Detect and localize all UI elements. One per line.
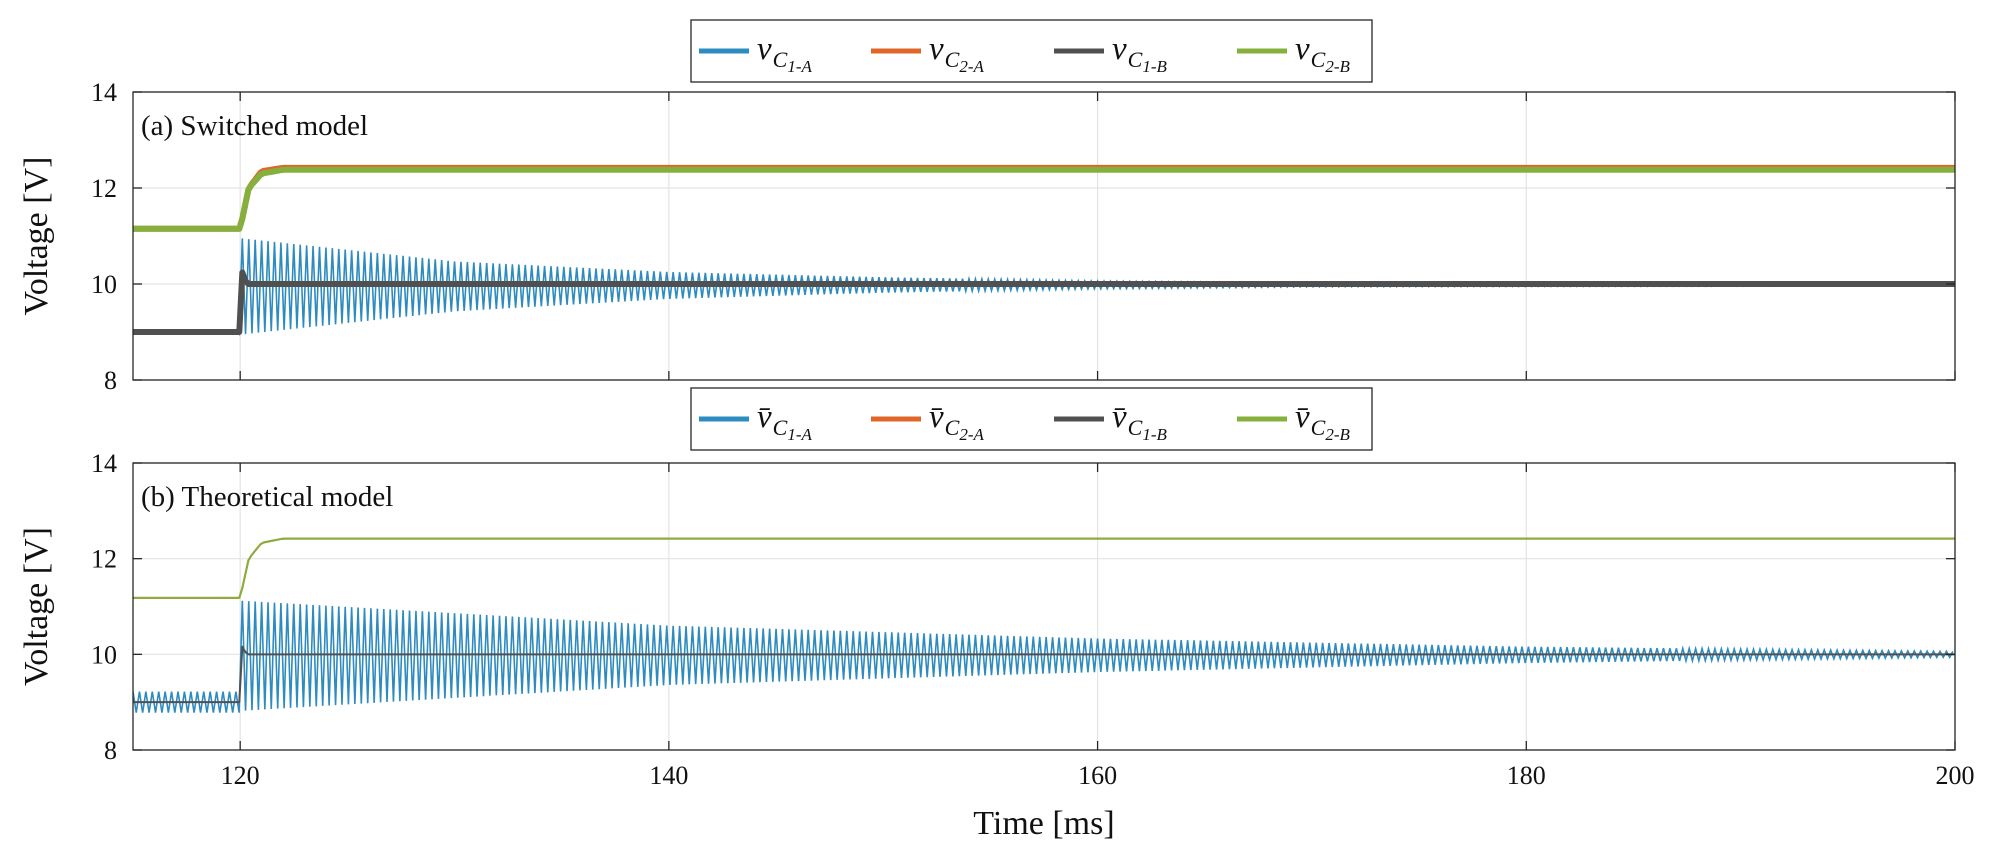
legend-label: v̄C2-A — [929, 399, 985, 444]
panel-bottom: 120 140 160 180 200 8 10 12 14 Voltage [V] (b) The… — [18, 387, 1975, 790]
y-tick-label: 14 — [91, 78, 117, 107]
series-line-v̄C2-A — [133, 537, 1955, 599]
x-tick-label: 120 — [221, 761, 260, 790]
y-tick-label: 10 — [91, 270, 117, 299]
axes-box — [132, 91, 1956, 381]
y-axis-label: Voltage [V] — [18, 527, 55, 686]
panel-title: (a) Switched model — [141, 110, 368, 142]
y-tick-label: 14 — [91, 449, 117, 478]
plot-area — [133, 164, 1955, 337]
legend-label: vC1-B — [1112, 31, 1168, 76]
series-line-v̄C1-A — [133, 600, 1954, 713]
series-line-vC1-B — [133, 269, 1955, 335]
y-tick-label: 10 — [91, 640, 117, 669]
y-tick-label: 8 — [104, 366, 117, 395]
legend-label: vC1-A — [757, 31, 813, 76]
y-axis-label: Voltage [V] — [18, 157, 55, 316]
y-tick-label: 12 — [91, 174, 117, 203]
panel-title: (b) Theoretical model — [141, 481, 393, 513]
x-tick-label: 140 — [649, 761, 688, 790]
x-tick-label: 160 — [1078, 761, 1117, 790]
x-tick-label: 180 — [1507, 761, 1546, 790]
series-line-vC2-A — [133, 164, 1955, 232]
legend-label: v̄C1-B — [1112, 399, 1168, 444]
legend: vC1-A vC2-A vC1-B vC2-B — [690, 19, 1373, 83]
series-line-v̄C2-B — [133, 537, 1955, 599]
y-tick-label: 8 — [104, 736, 117, 765]
axes-box — [132, 462, 1956, 751]
legend-label: v̄C1-A — [757, 399, 813, 444]
plot-area — [133, 537, 1955, 713]
series-line-vC2-B — [133, 166, 1955, 232]
legend-label: vC2-B — [1295, 31, 1351, 76]
series-line-v̄C1-B — [133, 645, 1955, 704]
legend-label: v̄C2-B — [1295, 399, 1351, 444]
panel-top: 8 10 12 14 Voltage [V] (a) Switched model vC1-… — [18, 19, 1956, 395]
x-axis-label: Time [ms] — [973, 805, 1114, 842]
legend-label: vC2-A — [929, 31, 985, 76]
x-tick-label: 200 — [1936, 761, 1975, 790]
legend: v̄C1-A v̄C2-A v̄C1-B v̄C2-B — [690, 387, 1373, 451]
y-tick-label: 12 — [91, 545, 117, 574]
